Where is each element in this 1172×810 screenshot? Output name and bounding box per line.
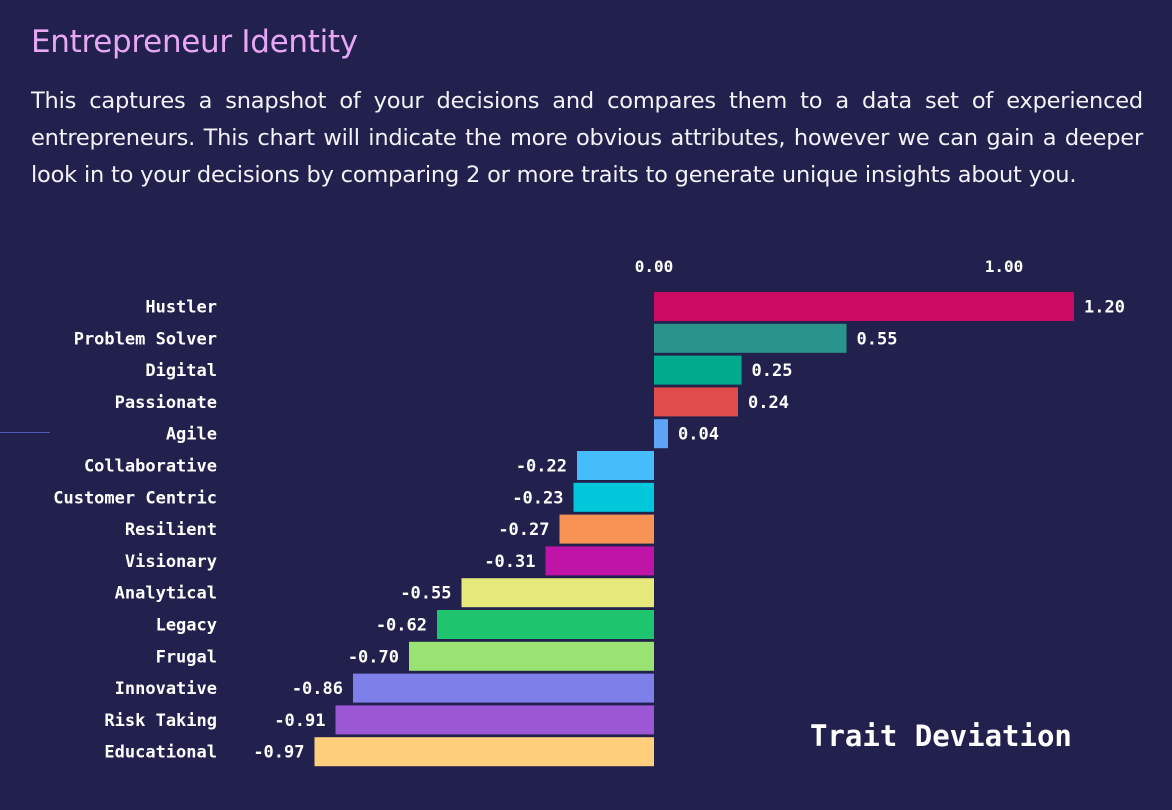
x-tick-label: 0.00	[635, 257, 674, 276]
bar	[654, 323, 847, 353]
bar	[353, 673, 654, 703]
category-label: Customer Centric	[53, 488, 217, 508]
category-label: Innovative	[115, 679, 217, 699]
bars	[314, 292, 1074, 767]
page-title: Entrepreneur Identity	[31, 24, 358, 60]
bar	[545, 546, 654, 576]
value-labels: 1.20 0.55 0.25 0.24 0.04 -0.22 -0.23 -0.27 -0.31…	[253, 298, 1125, 763]
bar	[437, 610, 654, 639]
bar	[409, 641, 654, 671]
bar	[654, 292, 1074, 321]
bar	[335, 705, 654, 735]
category-label: Agile	[166, 425, 217, 445]
category-label: Legacy	[156, 616, 217, 636]
value-label: -0.86	[292, 679, 343, 699]
category-label: Risk Taking	[104, 711, 217, 731]
value-label: -0.62	[376, 616, 427, 636]
x-tick-label: 1.00	[985, 257, 1024, 276]
bar	[654, 355, 742, 385]
value-label: 0.04	[678, 425, 719, 445]
category-label: Digital	[145, 361, 217, 381]
accent-divider	[0, 432, 50, 433]
value-label: 1.20	[1084, 298, 1125, 318]
bar	[654, 387, 738, 417]
value-label: -0.55	[400, 584, 451, 604]
value-label: -0.97	[253, 743, 304, 763]
value-label: -0.27	[498, 520, 549, 540]
category-label: Visionary	[125, 552, 217, 572]
x-axis-title: Trait Deviation	[810, 719, 1072, 753]
bar	[573, 482, 654, 512]
bar	[577, 451, 654, 480]
value-label: 0.24	[748, 393, 789, 413]
category-labels: Hustler Problem Solver Digital Passionate Ag…	[53, 298, 217, 763]
value-label: -0.23	[512, 488, 563, 508]
category-label: Educational	[104, 743, 217, 763]
bar	[654, 419, 668, 449]
value-label: -0.31	[484, 552, 535, 572]
category-label: Passionate	[115, 393, 217, 413]
category-label: Hustler	[145, 298, 217, 318]
bar	[314, 737, 654, 767]
value-label: -0.22	[516, 457, 567, 477]
trait-deviation-chart: 0.00 1.00 Hustler Problem Solver Digital Pas…	[53, 257, 1125, 767]
category-label: Analytical	[115, 584, 217, 604]
value-label: 0.55	[857, 329, 898, 349]
page-description: This captures a snapshot of your decisio…	[31, 88, 1143, 188]
value-label: 0.25	[752, 361, 793, 381]
category-label: Problem Solver	[74, 329, 217, 349]
bar	[461, 578, 654, 608]
category-label: Collaborative	[84, 457, 217, 477]
value-label: -0.91	[274, 711, 325, 731]
category-label: Resilient	[125, 520, 217, 540]
x-axis-ticks: 0.00 1.00	[635, 257, 1024, 276]
value-label: -0.70	[348, 647, 399, 667]
bar	[559, 514, 654, 544]
category-label: Frugal	[156, 647, 217, 667]
